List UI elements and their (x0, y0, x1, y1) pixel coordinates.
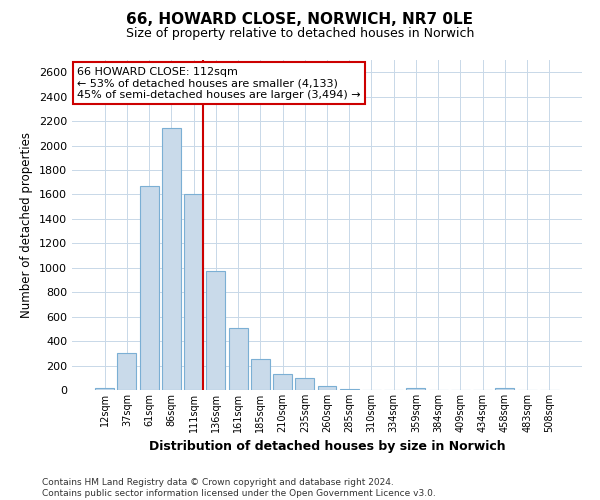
Bar (140, 186, 158, 390)
Text: Contains HM Land Registry data © Crown copyright and database right 2024.
Contai: Contains HM Land Registry data © Crown c… (42, 478, 436, 498)
Bar (95, 388, 114, 390)
Bar (340, 389, 359, 390)
Bar (251, 359, 270, 390)
Text: 66 HOWARD CLOSE: 112sqm
← 53% of detached houses are smaller (4,133)
45% of semi: 66 HOWARD CLOSE: 112sqm ← 53% of detache… (77, 66, 361, 100)
Bar (206, 272, 225, 390)
X-axis label: Distribution of detached houses by size in Norwich: Distribution of detached houses by size … (149, 440, 505, 454)
Bar (406, 388, 425, 390)
Bar (295, 378, 314, 390)
Bar (162, 128, 181, 390)
Text: Size of property relative to detached houses in Norwich: Size of property relative to detached ho… (126, 28, 474, 40)
Bar (229, 328, 248, 390)
Text: 66, HOWARD CLOSE, NORWICH, NR7 0LE: 66, HOWARD CLOSE, NORWICH, NR7 0LE (127, 12, 473, 28)
Bar (118, 354, 136, 390)
Y-axis label: Number of detached properties: Number of detached properties (20, 132, 34, 318)
Bar (317, 386, 337, 390)
Bar (273, 374, 292, 390)
Bar (496, 388, 514, 390)
Bar (184, 194, 203, 390)
